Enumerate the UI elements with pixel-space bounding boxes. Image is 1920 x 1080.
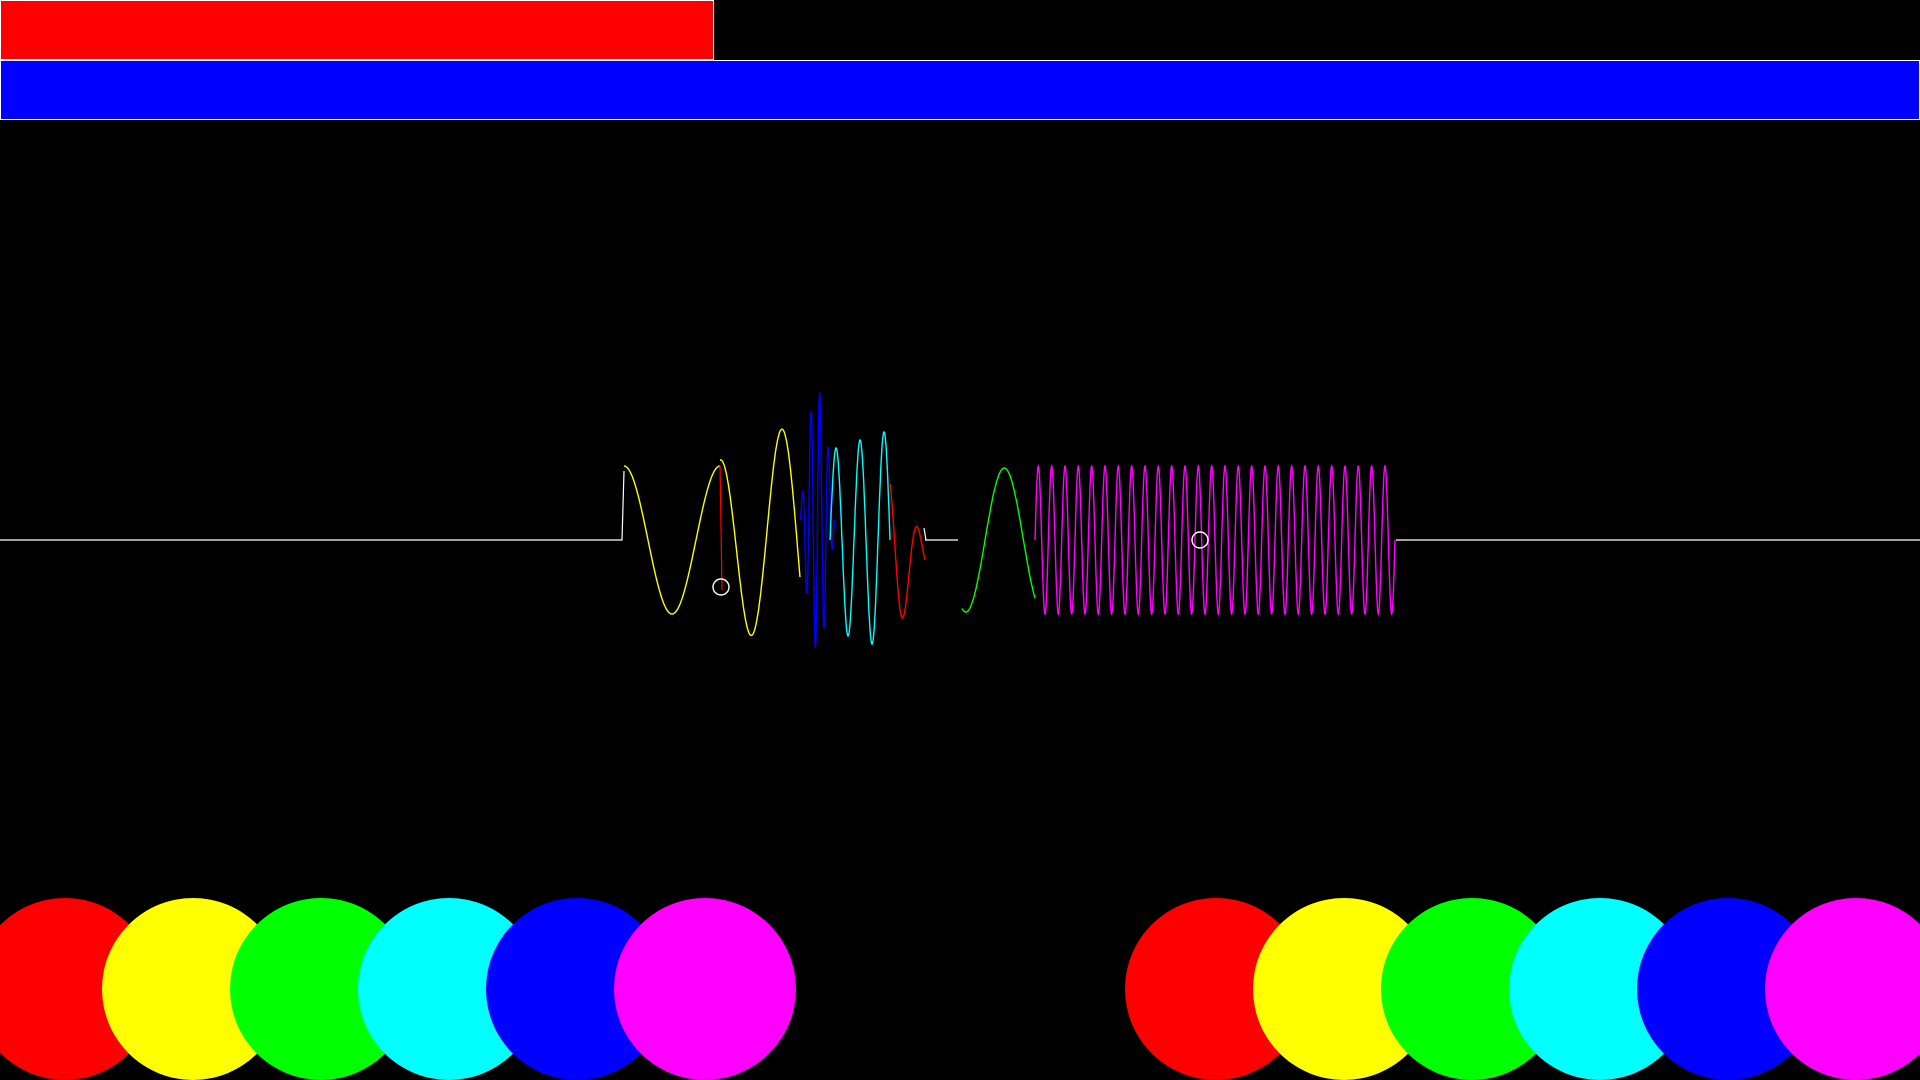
waveform-blue	[799, 392, 836, 648]
waveform-red-marker	[719, 464, 723, 591]
playhead-cursor-left[interactable]	[712, 578, 730, 596]
right-color-swatch-5[interactable]	[1765, 898, 1920, 1080]
health-bar-fill	[0, 0, 714, 60]
playhead-cursor-right[interactable]	[1191, 531, 1209, 549]
waveform-cyan	[829, 430, 891, 646]
waveform-yellow-b	[719, 428, 801, 637]
waveform-magenta	[1034, 464, 1396, 616]
baseline-tick	[923, 527, 927, 541]
left-color-swatch-5[interactable]	[614, 898, 796, 1080]
baseline-left	[0, 470, 625, 541]
energy-bar-fill	[0, 60, 1920, 120]
energy-bar	[0, 60, 1920, 120]
waveform-red	[889, 483, 926, 619]
health-bar	[0, 0, 1920, 60]
waveform-yellow-a	[623, 465, 721, 615]
waveform-green	[961, 467, 1036, 613]
